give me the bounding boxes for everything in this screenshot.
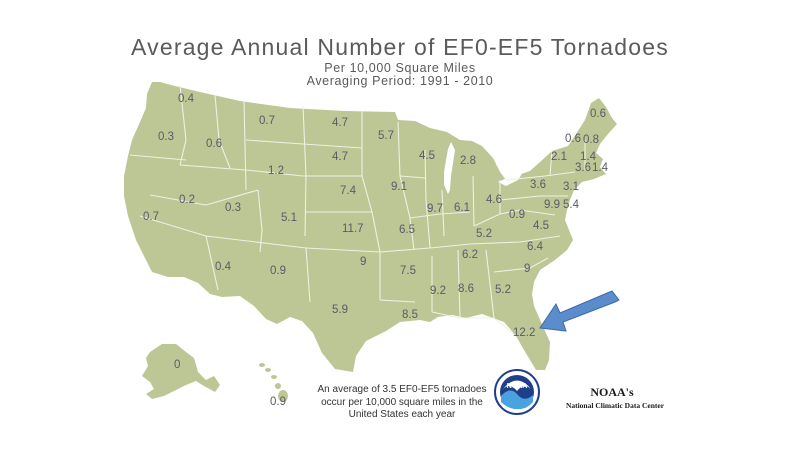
state-value-IN: 6.1 bbox=[454, 202, 470, 214]
state-value-WA: 0.4 bbox=[178, 93, 195, 105]
state-value-ID: 0.6 bbox=[206, 138, 222, 150]
state-value-SD: 4.7 bbox=[332, 151, 348, 163]
state-value-MA: 1.4 bbox=[580, 151, 597, 163]
map-subtitle-units: Per 10,000 Square Miles bbox=[324, 61, 476, 75]
map-subtitle-period: Averaging Period: 1991 - 2010 bbox=[306, 74, 494, 88]
state-value-VA: 4.5 bbox=[533, 220, 549, 232]
average-footnote: An average of 3.5 EF0-EF5 tornadoes occu… bbox=[317, 384, 487, 420]
state-value-RI: 1.4 bbox=[592, 162, 609, 174]
state-value-CA: 0.7 bbox=[143, 211, 159, 223]
state-value-WV: 0.9 bbox=[509, 209, 525, 221]
state-value-AK: 0 bbox=[174, 359, 180, 371]
state-value-NY: 2.1 bbox=[551, 151, 567, 163]
arrow-pointer-florida bbox=[539, 290, 620, 332]
alaska-landmass bbox=[142, 344, 220, 399]
state-value-OK: 9 bbox=[360, 256, 366, 268]
state-value-NH: 0.8 bbox=[583, 134, 599, 146]
hawaii-islands bbox=[259, 363, 288, 402]
state-value-MS: 9.2 bbox=[430, 285, 446, 297]
state-value-TN: 6.2 bbox=[462, 249, 478, 261]
state-value-ME: 0.6 bbox=[590, 108, 606, 120]
state-value-OH: 4.6 bbox=[486, 194, 502, 206]
state-value-UT: 0.3 bbox=[225, 202, 241, 214]
state-value-NC: 6.4 bbox=[527, 241, 544, 253]
state-value-MT: 0.7 bbox=[259, 115, 275, 127]
noaa-logo-text: NOAA bbox=[507, 383, 528, 390]
state-value-MI: 2.8 bbox=[460, 155, 476, 167]
state-borders bbox=[129, 84, 586, 337]
state-value-PA: 3.6 bbox=[530, 179, 546, 191]
state-value-NV: 0.2 bbox=[179, 194, 195, 206]
state-value-TX: 5.9 bbox=[332, 304, 348, 316]
state-value-AL: 8.6 bbox=[458, 283, 474, 295]
state-value-HI: 0.9 bbox=[270, 396, 286, 408]
noaa-subtitle: National Climatic Data Center bbox=[565, 401, 665, 410]
state-value-IA: 9.1 bbox=[391, 181, 407, 193]
state-value-VT: 0.6 bbox=[565, 133, 581, 145]
state-value-CT: 3.6 bbox=[575, 162, 591, 174]
state-value-ND: 4.7 bbox=[332, 117, 348, 129]
state-value-IL: 9.7 bbox=[427, 203, 443, 215]
state-value-AZ: 0.4 bbox=[215, 261, 232, 273]
state-value-MN: 5.7 bbox=[378, 130, 394, 142]
contiguous-us-landmass bbox=[124, 82, 617, 372]
state-value-OR: 0.3 bbox=[158, 131, 174, 143]
lake-michigan bbox=[444, 142, 455, 194]
state-value-KS: 11.7 bbox=[342, 223, 364, 235]
state-value-WY: 1.2 bbox=[268, 165, 284, 177]
state-value-AR: 7.5 bbox=[400, 265, 416, 277]
noaa-logo: NOAA bbox=[494, 369, 540, 415]
state-value-MO: 6.5 bbox=[399, 224, 415, 236]
state-value-NJ: 3.1 bbox=[563, 181, 579, 193]
state-value-KY: 5.2 bbox=[476, 228, 492, 240]
state-value-DE: 9.9 bbox=[544, 199, 560, 211]
state-value-MD: 5.4 bbox=[563, 199, 580, 211]
state-value-FL: 12.2 bbox=[513, 327, 535, 339]
state-value-GA: 5.2 bbox=[495, 284, 511, 296]
state-value-NM: 0.9 bbox=[270, 265, 286, 277]
state-value-NE: 7.4 bbox=[340, 185, 357, 197]
state-value-SC: 9 bbox=[524, 263, 530, 275]
state-value-CO: 5.1 bbox=[281, 212, 297, 224]
map-title: Average Annual Number of EF0-EF5 Tornado… bbox=[131, 34, 669, 60]
state-value-WI: 4.5 bbox=[419, 150, 435, 162]
state-value-LA: 8.5 bbox=[402, 309, 418, 321]
noaa-title: NOAA's bbox=[590, 385, 634, 399]
